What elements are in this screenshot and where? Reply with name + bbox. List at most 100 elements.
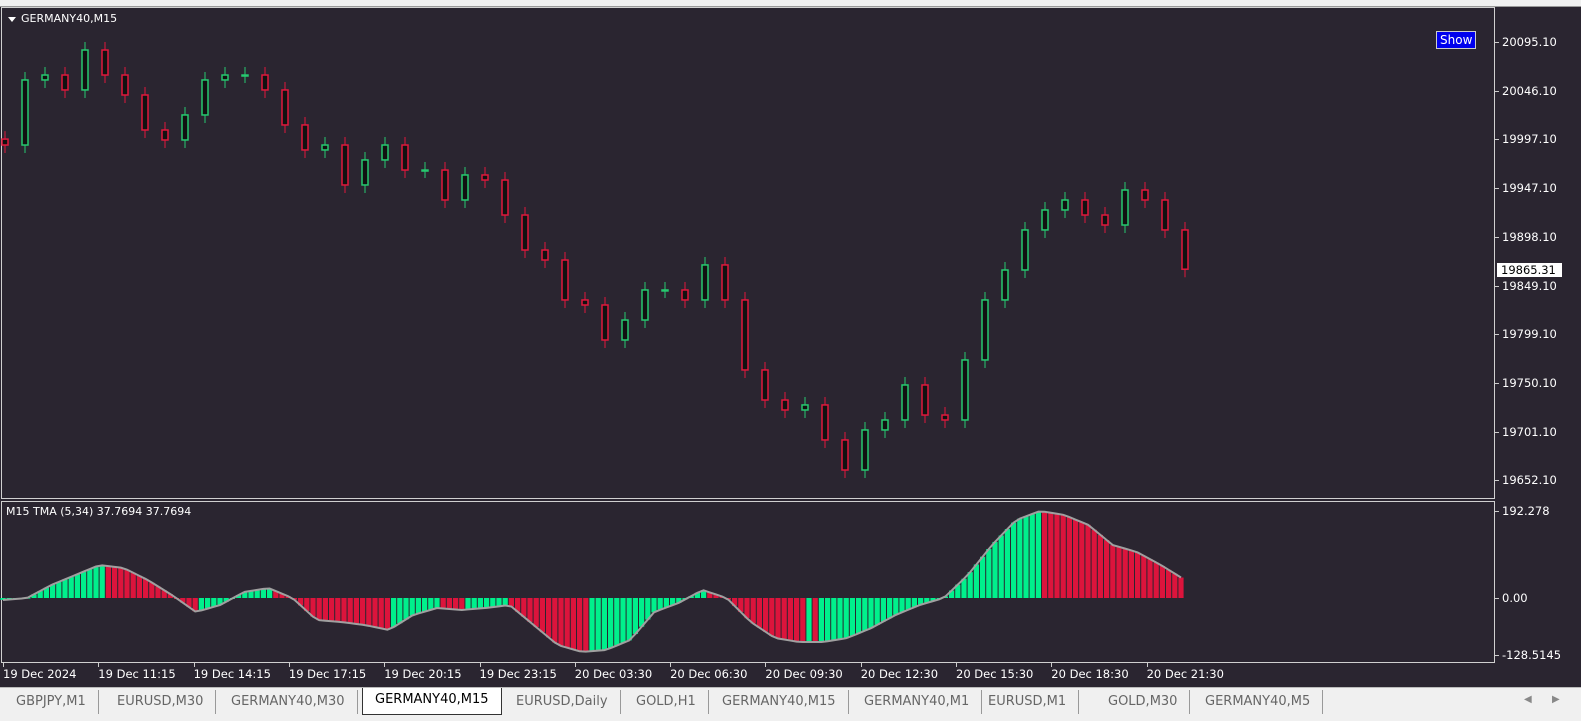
histogram-bar [459,598,465,610]
bull-candle [701,264,709,301]
histogram-bar [87,569,93,598]
tab-germany40-m1[interactable]: GERMANY40,M1 [852,690,983,714]
histogram-bar [335,598,341,622]
price-tick-label: 19898.10 [1495,229,1557,244]
histogram-bar [738,598,744,613]
time-tick-label: 19 Dec 2024 [3,663,77,681]
histogram-bar [211,598,217,607]
histogram-bar [136,575,142,598]
histogram-bar [161,590,167,598]
histogram-bar [837,598,843,640]
histogram-bar [980,556,986,598]
histogram-bar [1029,513,1035,598]
histogram-bar [1042,511,1048,598]
bear-candle [441,169,449,201]
histogram-bar [242,591,248,598]
histogram-bar [347,598,353,624]
bull-candle [881,419,889,431]
candlestick-series [1,42,1189,479]
price-tick-label: 20095.10 [1495,35,1557,49]
histogram-bar [378,598,384,629]
scroll-left-icon[interactable]: ◀ [1524,694,1532,705]
histogram-bar [849,598,855,636]
histogram-bar [465,598,471,610]
scroll-right-icon[interactable]: ▶ [1552,694,1560,705]
histogram-bar [1073,519,1079,598]
histogram-bar [763,598,769,632]
histogram-bar [1135,552,1141,598]
bull-candle [901,384,909,421]
bull-candle [181,114,189,141]
histogram-bar [552,598,558,643]
histogram-bar [961,578,967,598]
tab-germany40-m5[interactable]: GERMANY40,M5 [1193,690,1324,714]
indicator-title: M15 TMA (5,34) 37.7694 37.7694 [6,505,192,518]
tab-eurusd-m30[interactable]: EURUSD,M30 [105,690,217,714]
histogram-bar [564,598,570,648]
histogram-bar [322,598,328,621]
histogram-bar [31,594,37,598]
histogram-bar [1035,511,1041,598]
histogram-bar [570,598,576,650]
tab-gold-m30[interactable]: GOLD,M30 [1096,690,1191,714]
bear-candle [1081,199,1089,216]
histogram-bar [781,598,787,640]
triangle-down-icon[interactable] [8,16,16,22]
histogram-bar [1122,548,1128,598]
tab-eurusd-daily[interactable]: EURUSD,Daily [504,690,621,714]
price-tick-label: 19947.10 [1495,181,1557,196]
tab-gbpjpy-m1[interactable]: GBPJPY,M1 [4,690,99,714]
indicator-panel[interactable]: M15 TMA (5,34) 37.7694 37.7694 [1,501,1495,663]
histogram-bar [701,590,707,598]
bear-candle [261,74,269,91]
tab-gold-h1[interactable]: GOLD,H1 [624,690,709,714]
histogram-bar [366,598,372,626]
histogram-bar [205,598,211,609]
bull-candle [381,144,389,161]
tab-eurusd-m1[interactable]: EURUSD,M1 [976,690,1080,714]
time-tick-label: 20 Dec 12:30 [860,663,939,681]
histogram-bar [74,574,80,598]
histogram-bar [694,592,700,598]
histogram-bar [1178,577,1184,598]
histogram-bar [812,598,818,642]
histogram-bar [614,598,620,646]
indicator-zero-label: 0.00 [1495,591,1528,605]
histogram-bar [1060,514,1066,598]
histogram-bar [787,598,793,641]
histogram-bar [180,598,186,603]
histogram-bar [707,592,713,598]
histogram-bar [626,598,632,641]
tab-germany40-m15[interactable]: GERMANY40,M15 [710,690,849,714]
histogram-bar [1097,534,1103,598]
chart-title: GERMANY40,M15 [8,12,117,25]
histogram-bar [298,598,304,606]
histogram-bar [825,598,831,642]
histogram-bar [1159,565,1165,598]
price-tick-label: 19997.10 [1495,132,1557,147]
bull-candle [221,74,229,81]
tab-germany40-m15[interactable]: GERMANY40,M15 [362,688,502,715]
bear-candle [61,74,69,91]
bear-candle [1101,214,1109,226]
histogram-bar [577,598,583,652]
histogram-bar [198,598,204,611]
chart-symbol: GERMANY40,M15 [21,12,118,25]
bear-candle [101,49,109,76]
price-chart-panel[interactable]: GERMANY40,M15 Show [1,7,1495,499]
show-button[interactable]: Show [1436,31,1477,49]
histogram-bar [911,598,917,608]
tma-line [2,510,1182,653]
histogram-bar [918,598,924,605]
histogram-bar [1147,559,1153,598]
histogram-bar [992,541,998,598]
histogram-bar [893,598,899,615]
histogram-bar [484,598,490,608]
histogram-bar [1172,573,1178,598]
histogram-bar [769,598,775,636]
bear-candle [1161,199,1169,231]
histogram-bar [155,586,161,598]
bull-candle [21,79,29,146]
tab-germany40-m30[interactable]: GERMANY40,M30 [219,690,358,714]
bull-candle [201,79,209,116]
